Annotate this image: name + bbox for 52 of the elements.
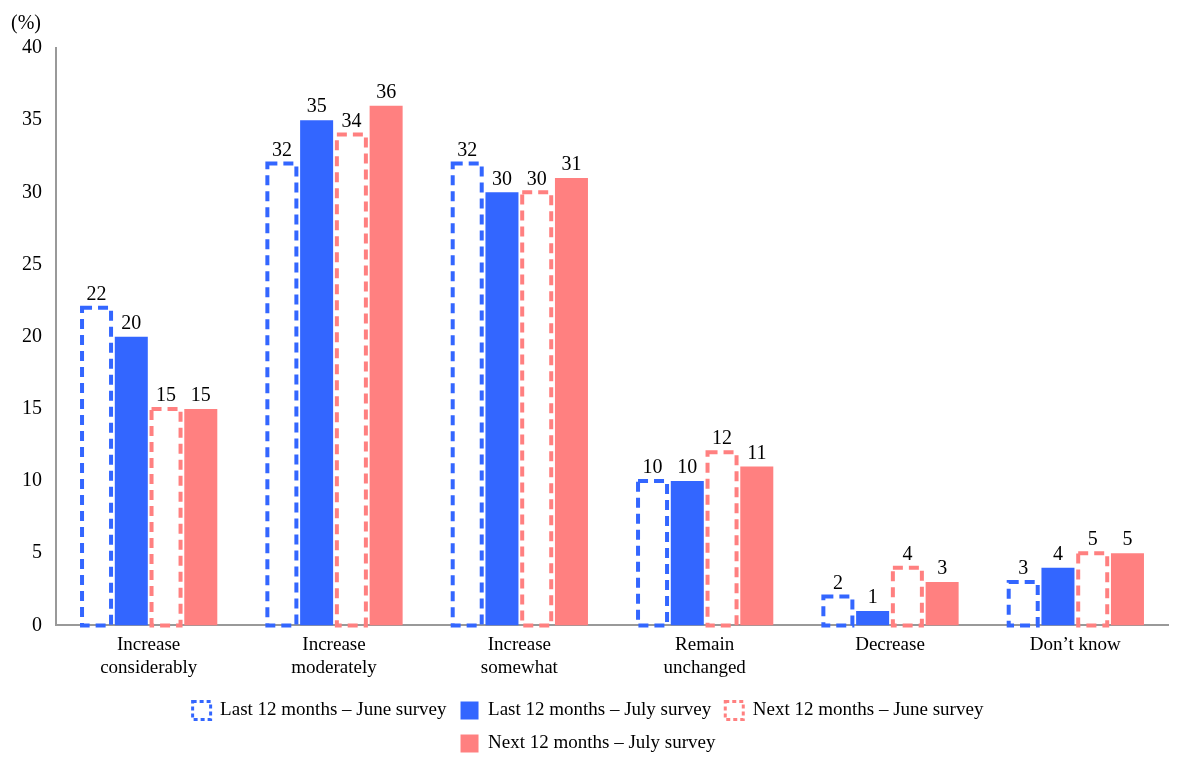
data-label: 35 bbox=[306, 94, 327, 117]
bar bbox=[369, 105, 403, 626]
y-tick-label: 40 bbox=[22, 35, 42, 58]
data-label: 3 bbox=[1018, 556, 1029, 579]
y-tick-label: 5 bbox=[32, 540, 42, 563]
data-label: 30 bbox=[491, 166, 512, 189]
data-label: 12 bbox=[712, 426, 733, 449]
bar bbox=[856, 610, 890, 626]
y-tick-label: 30 bbox=[22, 179, 42, 202]
bar bbox=[925, 582, 959, 626]
data-label: 20 bbox=[121, 310, 142, 333]
bar bbox=[114, 336, 148, 626]
y-axis-title: (%) bbox=[11, 11, 41, 35]
y-tick-label: 35 bbox=[22, 107, 42, 130]
data-label: 4 bbox=[1052, 541, 1063, 564]
data-label: 31 bbox=[561, 152, 582, 175]
data-label: 5 bbox=[1087, 527, 1098, 550]
legend-label: Next 12 months – July survey bbox=[488, 731, 716, 753]
x-tick-label: Decrease bbox=[855, 632, 925, 654]
data-label: 36 bbox=[376, 79, 397, 102]
data-label: 32 bbox=[457, 137, 478, 160]
data-label: 22 bbox=[86, 282, 107, 305]
y-tick-label: 10 bbox=[22, 468, 42, 491]
bar bbox=[554, 177, 588, 626]
data-label: 15 bbox=[156, 383, 177, 406]
x-tick-label: Don’t know bbox=[1029, 632, 1122, 654]
data-label: 10 bbox=[677, 455, 698, 478]
legend-label: Last 12 months – July survey bbox=[488, 698, 712, 720]
data-label: 2 bbox=[832, 570, 843, 593]
legend-label: Last 12 months – June survey bbox=[220, 698, 448, 720]
y-tick-label: 0 bbox=[32, 612, 42, 635]
y-tick-label: 25 bbox=[22, 251, 42, 274]
bar bbox=[1110, 553, 1144, 626]
data-label: 10 bbox=[642, 455, 663, 478]
data-label: 5 bbox=[1122, 527, 1133, 550]
x-tick-label: Increase somewhat bbox=[480, 632, 559, 677]
data-label: 11 bbox=[747, 440, 767, 463]
legend-label: Next 12 months – June survey bbox=[752, 698, 984, 720]
data-label: 15 bbox=[190, 383, 211, 406]
x-tick-label: Remain unchanged bbox=[663, 632, 747, 677]
bar bbox=[300, 120, 334, 626]
bar bbox=[670, 481, 704, 626]
x-tick-label: Increase considerably bbox=[100, 632, 198, 677]
data-label: 1 bbox=[867, 585, 878, 608]
data-label: 34 bbox=[341, 108, 362, 131]
data-label: 4 bbox=[902, 541, 913, 564]
y-tick-label: 15 bbox=[22, 396, 42, 419]
x-tick-label: Increase moderately bbox=[291, 632, 378, 677]
data-label: 3 bbox=[937, 556, 948, 579]
data-label: 30 bbox=[526, 166, 547, 189]
data-label: 32 bbox=[271, 137, 292, 160]
y-tick-label: 20 bbox=[22, 323, 42, 346]
